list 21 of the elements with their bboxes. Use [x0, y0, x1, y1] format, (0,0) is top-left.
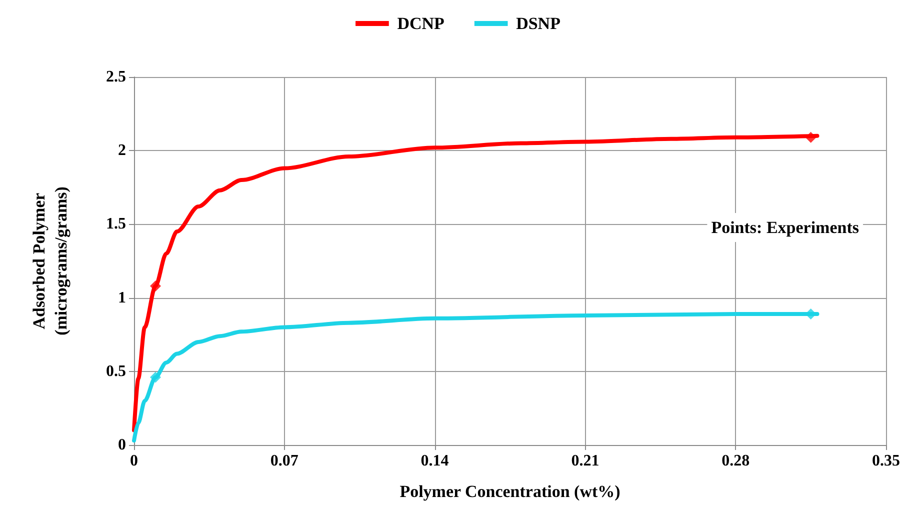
annotation: Points: Experiments [711, 218, 860, 237]
x-tick-label: 0 [130, 452, 138, 470]
line-series [132, 312, 820, 443]
y-axis-title: Adsorbed Polymer (micrograms/grams) [30, 186, 70, 336]
y-tick-label: 1 [118, 289, 126, 306]
x-tick-label: 0.07 [270, 452, 298, 470]
x-tick-label: 0.28 [722, 452, 750, 470]
y-tick-label: 1.5 [106, 216, 126, 233]
x-tick-label: 0.14 [420, 452, 449, 470]
x-tick-label: 0.21 [571, 452, 600, 470]
x-tick-label: 0.35 [872, 452, 900, 470]
point [805, 132, 816, 143]
x-axis-title: Polymer Concentration (wt%) [400, 482, 620, 501]
point [150, 280, 161, 292]
legend-label: DSNP [516, 14, 560, 33]
y-tick-label: 0.5 [106, 362, 126, 380]
y-tick-label: 2.5 [106, 68, 126, 86]
legend-label: DCNP [397, 14, 444, 33]
point [150, 372, 161, 383]
y-tick-label: 2 [118, 142, 126, 160]
y-tick-label: 0 [118, 436, 126, 454]
